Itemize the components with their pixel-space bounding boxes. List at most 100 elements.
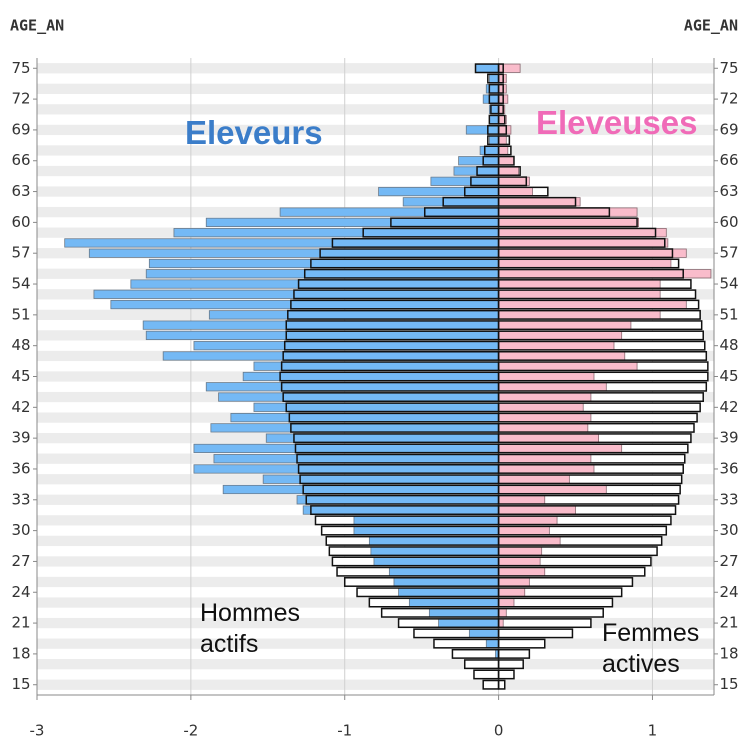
bar xyxy=(498,269,712,279)
active-bar xyxy=(497,279,692,289)
bar xyxy=(253,402,499,412)
y-tick-label: 30 xyxy=(11,521,30,539)
active-bar xyxy=(497,648,531,659)
bar xyxy=(498,587,526,597)
active-bar-fill xyxy=(498,526,667,535)
stripe xyxy=(37,638,714,649)
active-bar xyxy=(497,422,695,433)
active-bar xyxy=(497,618,592,629)
active-bar xyxy=(497,124,508,135)
y-tick-label-right: 63 xyxy=(719,182,738,200)
stripe xyxy=(37,165,714,177)
bar xyxy=(213,454,499,464)
active-bar xyxy=(497,484,681,495)
bar xyxy=(498,228,667,238)
active-bar xyxy=(497,94,504,105)
bar xyxy=(498,207,638,217)
y-tick-label-right: 66 xyxy=(719,151,738,169)
bar xyxy=(373,556,499,567)
y-tick-label-right: 15 xyxy=(719,675,738,693)
active-bar xyxy=(497,505,677,516)
active-bar xyxy=(497,371,709,382)
bar xyxy=(488,73,499,84)
active-bar-fill xyxy=(498,680,505,689)
y-tick-label: 45 xyxy=(11,367,30,385)
active-bar xyxy=(497,207,611,218)
active-bar-fill xyxy=(498,618,591,628)
bar xyxy=(453,166,499,176)
bar xyxy=(110,299,499,310)
bar xyxy=(208,310,499,320)
y-tick-label-right: 36 xyxy=(719,459,738,477)
bar xyxy=(498,382,607,392)
active-bar xyxy=(497,474,683,485)
active-bar xyxy=(497,556,652,567)
y-tick-label-right: 75 xyxy=(719,59,738,77)
y-tick-label-right: 51 xyxy=(719,305,738,323)
active-bar xyxy=(497,83,504,94)
bar xyxy=(130,279,499,289)
bar xyxy=(458,156,499,166)
bar xyxy=(145,330,499,341)
bar xyxy=(353,526,499,536)
bar xyxy=(498,176,530,186)
bar xyxy=(498,464,595,474)
active-bar xyxy=(497,515,672,526)
y-tick-label: 54 xyxy=(11,275,30,293)
x-tick-label: -3 xyxy=(30,722,45,740)
y-tick-label-right: 72 xyxy=(719,90,738,108)
active-bar xyxy=(497,350,708,361)
bar xyxy=(498,423,589,433)
active-bar-fill xyxy=(473,670,499,679)
bar xyxy=(498,392,592,402)
bar xyxy=(468,628,499,638)
active-bar-fill xyxy=(413,629,499,638)
y-tick-label-right: 18 xyxy=(719,644,738,662)
active-bar xyxy=(497,73,504,84)
bar xyxy=(498,299,687,310)
active-bar xyxy=(497,433,692,444)
y-tick-label: 24 xyxy=(11,583,30,601)
active-bar-fill xyxy=(498,403,701,412)
active-bar-fill xyxy=(498,557,651,566)
active-bar xyxy=(497,135,511,146)
active-bar xyxy=(497,566,646,577)
active-bar-fill xyxy=(498,588,622,597)
bar xyxy=(498,546,543,556)
active-bar xyxy=(497,525,668,536)
active-bar-fill xyxy=(498,392,704,402)
x-tick-label: 1 xyxy=(648,722,658,740)
active-bar xyxy=(497,196,577,207)
active-bar xyxy=(497,340,706,351)
y-tick-label-right: 60 xyxy=(719,213,738,231)
active-bar-fill xyxy=(498,546,658,556)
active-bar-fill xyxy=(498,608,604,618)
bar xyxy=(193,464,499,474)
stripe xyxy=(37,659,714,670)
bar xyxy=(498,186,533,197)
bar xyxy=(438,618,499,628)
active-bar xyxy=(497,320,703,331)
active-bar-fill xyxy=(498,495,679,505)
stripe xyxy=(37,145,714,156)
y-tick-label: 21 xyxy=(11,614,30,632)
bar xyxy=(230,412,499,423)
bar xyxy=(498,474,570,484)
stripe xyxy=(37,617,714,629)
bar xyxy=(218,392,499,402)
bar xyxy=(408,597,499,608)
active-bar-fill xyxy=(498,577,633,587)
bar xyxy=(173,228,499,238)
active-bar-fill xyxy=(498,454,685,463)
bar xyxy=(498,125,512,135)
active-bar xyxy=(497,217,638,228)
active-bar xyxy=(497,176,528,187)
bar xyxy=(498,443,623,454)
bar xyxy=(388,567,499,577)
bar xyxy=(498,156,515,166)
active-bar xyxy=(497,577,634,587)
bar xyxy=(262,474,499,484)
y-tick-label: 36 xyxy=(11,459,30,477)
bar xyxy=(222,484,499,495)
bar xyxy=(498,608,507,618)
